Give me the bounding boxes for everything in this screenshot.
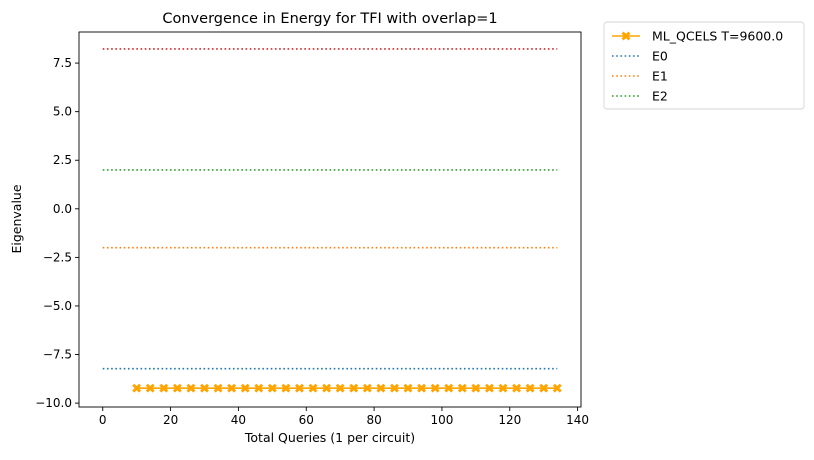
- data-point-marker: [539, 383, 549, 393]
- legend: ML_QCELS T=9600.0 E0 E1 E2: [603, 21, 805, 110]
- data-point-marker: [512, 383, 522, 393]
- x-tick-label: 20: [163, 413, 178, 427]
- x-tick-label: 0: [99, 413, 107, 427]
- data-point-marker: [403, 383, 413, 393]
- data-point-marker: [267, 383, 277, 393]
- legend-label: E2: [652, 89, 668, 104]
- y-tick-label: −7.5: [43, 348, 72, 362]
- data-point-marker: [552, 383, 562, 393]
- x-tick-label: 120: [498, 413, 521, 427]
- data-point-marker: [389, 383, 399, 393]
- data-point-marker: [471, 383, 481, 393]
- series-lines: [102, 48, 558, 389]
- data-point-marker: [308, 383, 318, 393]
- legend-label: E0: [652, 49, 668, 64]
- data-point-marker: [186, 383, 196, 393]
- x-tick-label: 80: [366, 413, 381, 427]
- data-point-marker: [213, 383, 223, 393]
- data-point-marker: [227, 383, 237, 393]
- data-point-marker: [294, 383, 305, 393]
- data-point-marker: [362, 383, 372, 393]
- data-point-marker: [159, 383, 169, 393]
- data-point-marker: [525, 383, 535, 393]
- y-tick-label: 2.5: [53, 153, 72, 167]
- chart-title: Convergence in Energy for TFI with overl…: [162, 11, 497, 27]
- data-point-marker: [430, 383, 440, 393]
- data-point-marker: [145, 383, 155, 393]
- y-tick-label: −10.0: [35, 396, 72, 410]
- legend-label: E1: [652, 69, 668, 84]
- y-tick-label: −2.5: [43, 250, 72, 264]
- y-tick-label: 5.0: [53, 105, 72, 119]
- legend-marker: [621, 31, 631, 41]
- x-tick-label: 100: [430, 413, 453, 427]
- x-axis-label: Total Queries (1 per circuit): [244, 430, 415, 445]
- data-point-marker: [376, 383, 386, 393]
- legend-label: ML_QCELS T=9600.0: [652, 29, 783, 44]
- data-point-marker: [335, 383, 345, 393]
- series-markers: [132, 383, 562, 393]
- x-tick-label: 60: [299, 413, 314, 427]
- data-point-marker: [484, 383, 494, 393]
- y-axis-label: Eigenvalue: [9, 184, 24, 253]
- data-point-marker: [349, 383, 359, 393]
- data-point-marker: [172, 383, 182, 393]
- data-point-marker: [444, 383, 454, 393]
- data-point-marker: [254, 383, 264, 393]
- y-tick-label: 0.0: [53, 202, 72, 216]
- y-tick-label: −5.0: [43, 299, 72, 313]
- y-axis: −10.0 −7.5 −5.0 −2.5 0.0 2.5 5.0 7.5: [35, 56, 79, 410]
- x-axis: 0 20 40 60 80 100 120 140: [99, 407, 589, 427]
- y-tick-label: 7.5: [53, 56, 72, 70]
- data-point-marker: [240, 383, 250, 393]
- data-point-marker: [498, 383, 508, 393]
- data-point-marker: [417, 383, 427, 393]
- data-point-marker: [199, 383, 210, 393]
- x-tick-label: 140: [566, 413, 589, 427]
- data-point-marker: [281, 383, 291, 393]
- x-tick-label: 40: [231, 413, 246, 427]
- data-point-marker: [322, 383, 332, 393]
- legend-box: [603, 21, 805, 110]
- data-point-marker: [457, 383, 467, 393]
- data-point-marker: [132, 383, 142, 393]
- plot-area-frame: [78, 31, 582, 408]
